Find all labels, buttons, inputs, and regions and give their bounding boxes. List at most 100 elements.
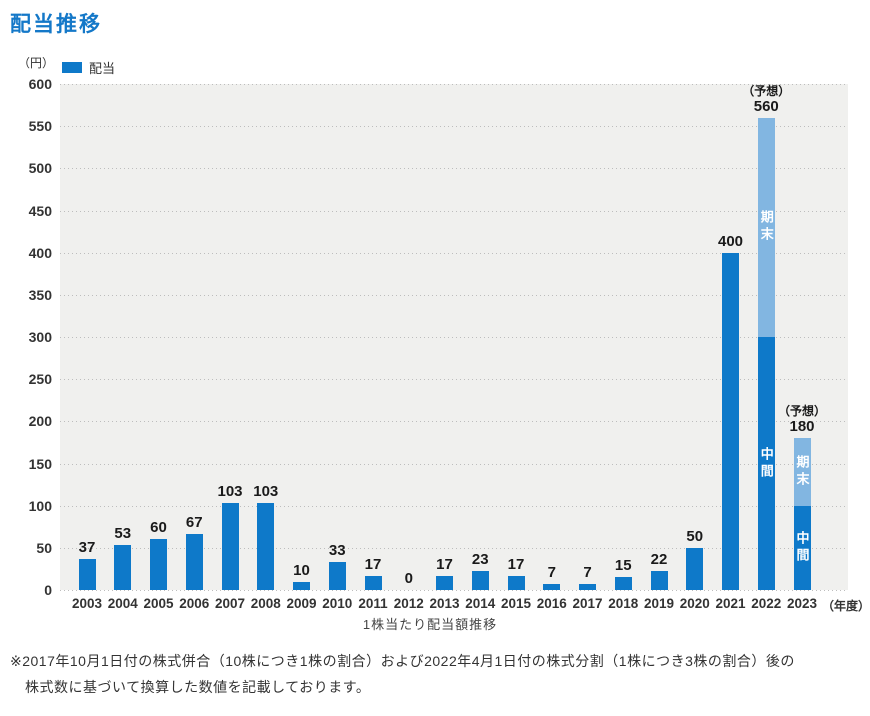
bar-2022-期末: 期末 bbox=[757, 117, 775, 337]
bar-value-2020: 50 bbox=[686, 527, 704, 545]
bar-value-2004: 53 bbox=[114, 525, 132, 543]
bar-group-2017: 7 2017 bbox=[570, 84, 606, 611]
bar-group-2020: 50 2020 bbox=[677, 84, 713, 611]
chart-legend: 配当 bbox=[62, 58, 115, 77]
gridline-550 bbox=[60, 126, 848, 128]
bar-2008 bbox=[257, 503, 275, 590]
bar-group-2014: 23 2014 bbox=[462, 84, 498, 611]
bar-2016 bbox=[543, 584, 561, 590]
bar-value-2010: 33 bbox=[328, 542, 346, 560]
x-axis-tick-2015: 2015 bbox=[500, 596, 532, 611]
bar-group-2015: 17 2015 bbox=[498, 84, 534, 611]
bar-group-2021: 400 2021 bbox=[713, 84, 749, 611]
y-axis-unit-label: （円） bbox=[17, 56, 54, 70]
bar-value-2019: 22 bbox=[650, 551, 668, 569]
bar-group-2009: 10 2009 bbox=[284, 84, 320, 611]
bar-group-2003: 37 2003 bbox=[69, 84, 105, 611]
bar-2015 bbox=[507, 575, 525, 590]
x-axis-tick-2007: 2007 bbox=[214, 596, 246, 611]
y-axis-tick-50: 50 bbox=[36, 539, 52, 556]
bar-value-2014: 23 bbox=[471, 550, 489, 568]
bar-value-2012: 0 bbox=[404, 570, 413, 587]
x-axis-tick-2004: 2004 bbox=[107, 596, 138, 611]
y-axis-tick-150: 150 bbox=[28, 455, 52, 472]
x-axis-tick-2017: 2017 bbox=[572, 596, 603, 611]
bar-2019 bbox=[650, 571, 668, 590]
x-axis-tick-2014: 2014 bbox=[465, 596, 496, 611]
y-axis-tick-550: 550 bbox=[28, 118, 52, 135]
bar-group-2018: 15 2018 bbox=[605, 84, 641, 611]
bar-2003 bbox=[78, 558, 96, 590]
x-axis-tick-2019: 2019 bbox=[643, 596, 675, 611]
x-axis-tick-2010: 2010 bbox=[322, 596, 353, 611]
bar-segment-label: 中間 bbox=[794, 530, 810, 565]
y-axis-tick-250: 250 bbox=[28, 371, 52, 388]
bar-value-2018: 15 bbox=[614, 557, 632, 575]
x-axis-unit-label: （年度） bbox=[822, 599, 870, 613]
bar-value-2017: 7 bbox=[583, 564, 592, 582]
bar-value-2008: 103 bbox=[253, 483, 279, 501]
gridline-500 bbox=[60, 168, 848, 170]
bar-2023-期末: 期末 bbox=[793, 438, 811, 506]
x-axis-tick-2016: 2016 bbox=[536, 596, 567, 611]
bar-group-2005: 60 2005 bbox=[141, 84, 177, 611]
x-axis-tick-2023: 2023 bbox=[786, 596, 818, 611]
x-axis-tick-2003: 2003 bbox=[71, 596, 103, 611]
forecast-tag: （予想） bbox=[742, 83, 791, 98]
legend-swatch-icon bbox=[62, 62, 82, 73]
bar-group-2016: 7 2016 bbox=[534, 84, 570, 611]
gridline-350 bbox=[60, 294, 848, 296]
bar-value-2023: （予想） 180 bbox=[757, 403, 847, 435]
y-axis-tick-600: 600 bbox=[28, 76, 52, 92]
bar-2005 bbox=[150, 539, 167, 590]
bar-segment-label: 中間 bbox=[758, 446, 774, 481]
bar-group-2006: 67 2006 bbox=[176, 84, 212, 611]
y-axis-tick-500: 500 bbox=[28, 160, 52, 177]
gridline-50 bbox=[60, 547, 848, 549]
x-axis-tick-2013: 2013 bbox=[429, 596, 460, 611]
bar-value-2021: 400 bbox=[717, 232, 744, 250]
bar-2018 bbox=[614, 577, 632, 590]
bar-2020 bbox=[686, 547, 704, 590]
bar-value-2022: （予想） 560 bbox=[721, 83, 811, 115]
bar-group-2022: 中間 期末 （予想） 560 2022 bbox=[742, 84, 790, 611]
plot-area: （年度） 0 50 100 150 200 250 300 350 400 450 500 550 60… bbox=[29, 76, 870, 613]
bar-2022-中間: 中間 bbox=[757, 337, 775, 590]
x-axis-tick-2009: 2009 bbox=[286, 596, 317, 611]
x-axis-tick-2005: 2005 bbox=[143, 596, 174, 611]
y-axis-tick-0: 0 bbox=[44, 582, 52, 598]
x-axis-tick-2012: 2012 bbox=[393, 596, 424, 611]
bar-value-2009: 10 bbox=[293, 561, 310, 579]
bar-group-2013: 17 2013 bbox=[427, 84, 463, 611]
bar-2004 bbox=[114, 545, 132, 590]
footnote-line-2: 株式数に基づいて換算した数値を記載しております。 bbox=[25, 679, 371, 695]
bar-group-2011: 17 2011 bbox=[355, 84, 391, 611]
gridline-400 bbox=[60, 252, 848, 254]
legend-label: 配当 bbox=[89, 61, 116, 76]
bar-group-2012: 0 2012 bbox=[391, 84, 427, 612]
x-axis-tick-2011: 2011 bbox=[358, 596, 388, 611]
bar-2010 bbox=[328, 562, 346, 590]
footnote: ※2017年10月1日付の株式併合（10株につき1株の割合）および2022年4月… bbox=[10, 648, 866, 700]
x-axis-tick-2021: 2021 bbox=[715, 596, 746, 611]
gridline-200 bbox=[60, 421, 848, 423]
x-axis-tick-2018: 2018 bbox=[608, 596, 639, 611]
bar-segment-label: 期末 bbox=[758, 210, 774, 245]
bar-value-2015: 17 bbox=[507, 555, 525, 573]
forecast-tag: （予想） bbox=[777, 404, 826, 419]
bar-value-2006: 67 bbox=[185, 513, 203, 531]
gridline-600 bbox=[60, 84, 848, 85]
bar-2009 bbox=[293, 581, 310, 590]
bar-2007 bbox=[221, 503, 239, 590]
gridline-450 bbox=[60, 210, 848, 212]
gridline-100 bbox=[60, 505, 848, 507]
page-title: 配当推移 bbox=[10, 13, 102, 36]
chart-caption: 1株当たり配当額推移 bbox=[362, 617, 498, 632]
bar-value-2005: 60 bbox=[150, 519, 167, 537]
y-axis-tick-300: 300 bbox=[28, 329, 52, 345]
bar-group-2007: 103 2007 bbox=[212, 84, 248, 611]
bar-value-2016: 7 bbox=[547, 564, 556, 582]
bar-2011 bbox=[364, 575, 382, 590]
bar-value-2007: 103 bbox=[217, 483, 243, 501]
gridline-300 bbox=[60, 337, 848, 338]
